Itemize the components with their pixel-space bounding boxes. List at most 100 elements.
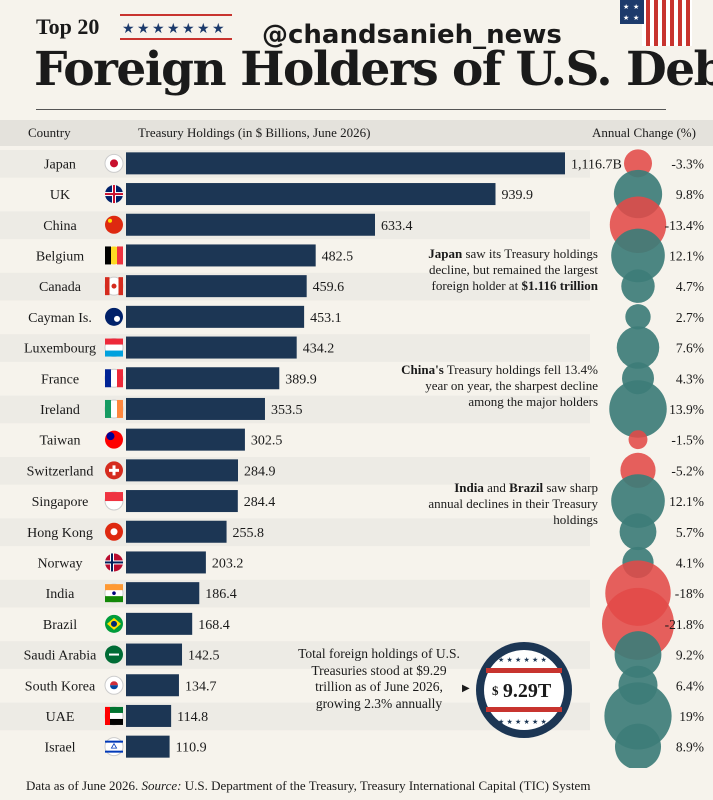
bar-india	[126, 582, 200, 605]
value-label-canada: 459.6	[313, 280, 345, 295]
svg-text:★: ★	[137, 21, 150, 37]
brazil-flag-icon	[105, 614, 123, 633]
bar-china	[126, 213, 376, 236]
japan-flag-icon	[104, 153, 124, 173]
svg-text:★: ★	[633, 3, 639, 11]
country-label-france: France	[41, 372, 79, 387]
bar-uk	[126, 183, 496, 206]
row-band-switzerland	[0, 457, 590, 485]
change-label-india: -18%	[675, 586, 704, 601]
india-flag-icon	[104, 583, 124, 603]
country-label-india: India	[46, 587, 76, 602]
column-header-country: Country	[28, 125, 71, 140]
badge-dollar: $	[492, 683, 499, 698]
value-label-india: 186.4	[205, 587, 237, 602]
country-label-japan: Japan	[44, 157, 76, 172]
change-bubble-japan	[623, 149, 653, 178]
bar-japan	[126, 152, 565, 175]
annotation-china-text: Treasury holdings fell 13.4% year on yea…	[425, 362, 598, 409]
country-label-ireland: Ireland	[40, 403, 80, 418]
row-band-brazil	[0, 610, 590, 639]
change-label-switzerland: -5.2%	[671, 463, 704, 478]
row-band-taiwan	[0, 426, 590, 454]
row-band-india	[0, 579, 590, 608]
value-label-uk: 939.9	[501, 188, 533, 203]
footer-prefix: Data as of June 2026.	[26, 778, 142, 793]
norway-flag-icon	[105, 553, 123, 572]
change-label-saudi-arabia: 9.2%	[676, 648, 704, 663]
value-label-south-korea: 134.7	[185, 679, 217, 694]
france-flag-icon	[104, 368, 124, 388]
stars-decoration: ★ ★ ★ ★ ★ ★ ★	[120, 14, 232, 40]
country-label-taiwan: Taiwan	[39, 434, 80, 449]
country-label-brazil: Brazil	[43, 618, 77, 633]
svg-text:★: ★	[122, 21, 135, 37]
change-bubble-saudi-arabia	[614, 631, 662, 678]
switzerland-flag-icon	[105, 461, 123, 480]
country-label-saudi-arabia: Saudi Arabia	[24, 649, 97, 664]
annotation-brazil-bold: Brazil	[509, 480, 544, 495]
svg-text:★: ★	[167, 21, 180, 37]
annotation-india-bold: India	[454, 480, 484, 495]
bar-france	[126, 367, 280, 390]
country-label-hong-kong: Hong Kong	[27, 526, 93, 541]
total-holdings-note: Total foreign holdings of U.S. Treasurie…	[298, 646, 460, 711]
bar-uae	[126, 704, 172, 727]
bar-cayman-is	[126, 305, 305, 328]
value-label-china: 633.4	[381, 219, 413, 234]
svg-text:★ ★ ★ ★ ★ ★: ★ ★ ★ ★ ★ ★	[498, 718, 547, 726]
value-label-brazil: 168.4	[198, 618, 230, 633]
luxembourg-flag-icon	[104, 338, 124, 358]
value-label-singapore: 284.4	[244, 495, 276, 510]
annotation-china: China's Treasury holdings fell 13.4% yea…	[400, 362, 598, 410]
value-label-ireland: 353.5	[271, 403, 303, 418]
footer-source: Data as of June 2026. Source: U.S. Depar…	[26, 778, 590, 794]
country-label-luxembourg: Luxembourg	[24, 342, 96, 357]
change-bubble-belgium	[611, 228, 665, 283]
bar-norway	[126, 551, 206, 574]
taiwan-flag-icon	[105, 430, 123, 449]
bar-hong-kong	[126, 520, 227, 543]
bar-luxembourg	[126, 336, 297, 359]
us-flag-icon: ★ ★ ★ ★	[620, 0, 692, 46]
change-label-canada: 4.7%	[676, 279, 704, 294]
bar-south-korea	[126, 674, 179, 697]
bar-belgium	[126, 244, 316, 267]
china-flag-icon	[105, 215, 123, 234]
top-label: Top 20	[36, 14, 100, 39]
value-label-hong-kong: 255.8	[233, 526, 265, 541]
value-label-france: 389.9	[285, 372, 317, 387]
value-label-uae: 114.8	[177, 710, 208, 725]
country-label-cayman-is: Cayman Is.	[28, 311, 92, 326]
footer-source-text: U.S. Department of the Treasury, Treasur…	[181, 778, 591, 793]
page-title: Foreign Holders of U.S. Debt	[34, 42, 713, 97]
arrow-right-icon: ▶	[462, 683, 470, 694]
hongkong-flag-icon	[105, 522, 123, 541]
title-divider	[36, 109, 666, 110]
canada-flag-icon	[104, 276, 124, 296]
change-label-cayman-is: 2.7%	[676, 310, 704, 325]
svg-text:★: ★	[623, 14, 629, 22]
social-handle: @chandsanieh_news	[262, 20, 562, 50]
row-band-singapore	[0, 487, 590, 516]
bar-taiwan	[126, 428, 245, 451]
change-bubble-israel	[615, 723, 661, 768]
column-header-band	[0, 120, 713, 146]
bar-singapore	[126, 490, 238, 513]
svg-text:★: ★	[152, 21, 165, 37]
belgium-flag-icon	[105, 246, 123, 265]
svg-text:★: ★	[182, 21, 195, 37]
change-label-south-korea: 6.4%	[676, 678, 704, 693]
bar-israel	[126, 735, 170, 758]
country-label-canada: Canada	[39, 280, 82, 295]
svg-text:★: ★	[212, 21, 225, 37]
bar-brazil	[126, 612, 193, 635]
column-header-holdings: Treasury Holdings (in $ Billions, June 2…	[138, 125, 371, 140]
country-label-china: China	[43, 219, 77, 234]
change-label-ireland: 13.9%	[669, 402, 704, 417]
change-bubble-taiwan	[628, 430, 648, 450]
country-label-israel: Israel	[44, 741, 75, 756]
badge-value: 9.29T	[503, 680, 552, 702]
cayman-flag-icon	[105, 307, 123, 326]
change-bubble-canada	[621, 269, 655, 303]
